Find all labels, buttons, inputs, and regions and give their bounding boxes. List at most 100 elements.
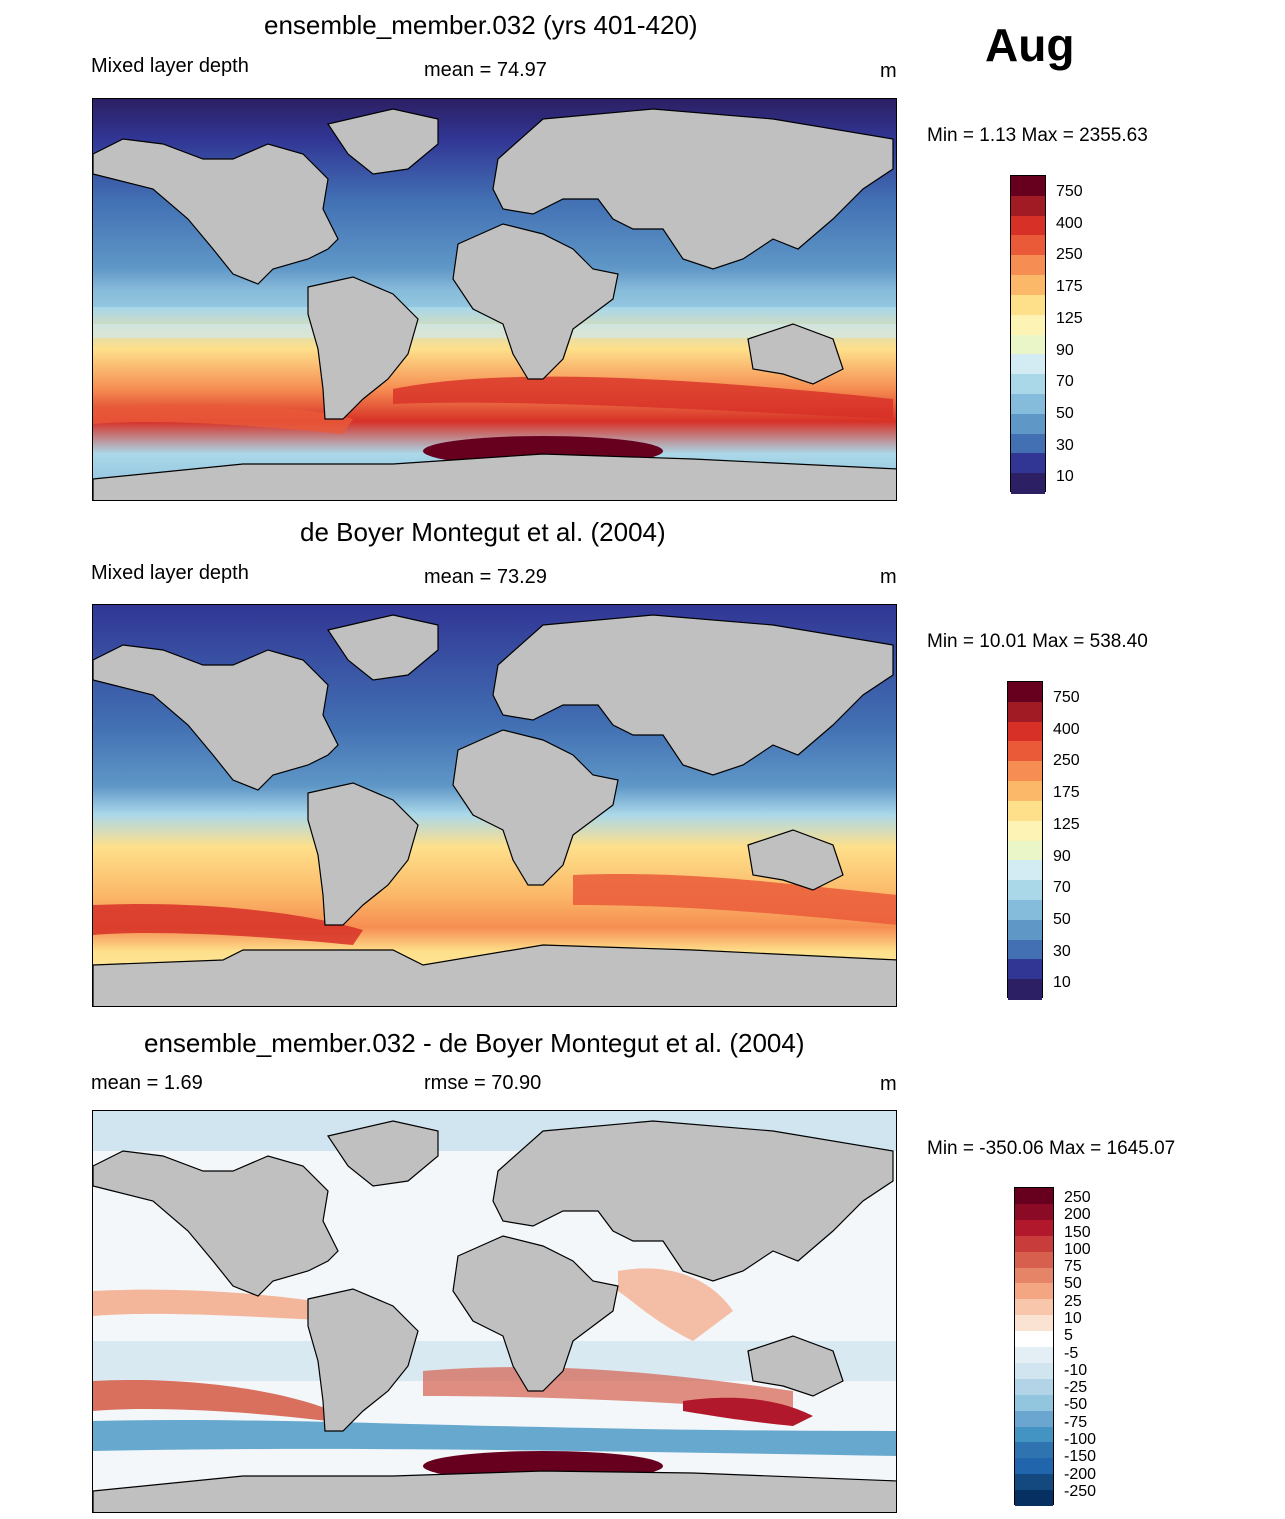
panel-2-colorbar-swatch <box>1008 820 1042 841</box>
panel-2-colorbar: 750 400 250 175 125 90 70 50 30 10 <box>1007 681 1127 1001</box>
panel-3-colorbar-swatch <box>1015 1378 1053 1396</box>
panel-3-colorbar-tick-label: -50 <box>1064 1396 1088 1414</box>
panel-1-colorbar-swatch <box>1011 275 1045 296</box>
panel-2-colorbar-swatch <box>1008 682 1042 703</box>
panel-2-colorbar-swatch <box>1008 860 1042 881</box>
panel-1-colorbar-box <box>1010 175 1046 494</box>
panel-3-colorbar-tick-label: -25 <box>1064 1379 1088 1397</box>
panel-1-colorbar-tick-label: 400 <box>1056 214 1083 232</box>
panel-3-colorbar-tick-label: -150 <box>1064 1448 1097 1466</box>
panel-1-colorbar-swatch <box>1011 334 1045 355</box>
panel-2-units: m <box>880 566 897 588</box>
panel-2-colorbar-swatch <box>1008 761 1042 782</box>
panel-2-colorbar-swatch <box>1008 721 1042 742</box>
panel-2-colorbar-tick-label: 90 <box>1053 847 1071 865</box>
panel-3-colorbar-swatch <box>1015 1426 1053 1443</box>
panel-3-colorbar-swatch <box>1015 1188 1053 1205</box>
panel-3-colorbar-tick-label: -200 <box>1064 1465 1097 1483</box>
panel-2-colorbar-swatch <box>1008 939 1042 960</box>
panel-3-colorbar-swatch <box>1015 1267 1053 1284</box>
panel-2-colorbar-tick-label: 175 <box>1053 784 1080 802</box>
panel-3-colorbar-swatch <box>1015 1299 1053 1316</box>
panel-2-colorbar-swatch <box>1008 840 1042 861</box>
panel-2-minmax: Min = 10.01 Max = 538.40 <box>927 631 1148 652</box>
panel-3-colorbar-swatch <box>1015 1219 1053 1237</box>
panel-3-map <box>92 1110 897 1513</box>
panel-1-colorbar-swatch <box>1011 195 1045 217</box>
panel-1-colorbar-swatch <box>1011 473 1045 494</box>
panel-1-title: ensemble_member.032 (yrs 401-420) <box>264 10 698 40</box>
panel-1-colorbar-swatch <box>1011 314 1045 335</box>
panel-3-colorbar-tick-label: -10 <box>1064 1361 1088 1379</box>
panel-2-mean-label: mean = 73.29 <box>424 566 547 588</box>
panel-3-colorbar-tick-label: -75 <box>1064 1413 1088 1431</box>
panel-2-colorbar-tick-label: 10 <box>1053 974 1071 992</box>
panel-3-colorbar-tick-label: 250 <box>1064 1189 1091 1206</box>
panel-1-colorbar-swatch <box>1011 255 1045 276</box>
panel-1-colorbar-swatch <box>1011 374 1045 395</box>
panel-2-colorbar-swatch <box>1008 701 1042 723</box>
panel-3-colorbar-tick-label: 100 <box>1064 1240 1091 1258</box>
panel-1-minmax: Min = 1.13 Max = 2355.63 <box>927 125 1148 146</box>
panel-2-land <box>93 614 896 1006</box>
panel-3-units: m <box>880 1073 897 1095</box>
panel-3-colorbar-tick-label: 200 <box>1064 1206 1091 1224</box>
panel-3-colorbar-swatch <box>1015 1347 1053 1364</box>
panel-2-colorbar-swatch <box>1008 899 1042 921</box>
panel-1-colorbar-tick-label: 250 <box>1056 246 1083 264</box>
panel-2-colorbar-tick-label: 750 <box>1053 689 1080 706</box>
panel-3-colorbar-tick-label: 50 <box>1064 1275 1082 1293</box>
panel-1-colorbar-swatch <box>1011 453 1045 474</box>
panel-1-colorbar-tick-label: 90 <box>1056 341 1074 359</box>
panel-2-map-canvas <box>93 605 896 1006</box>
panel-1-colorbar-tick-label: 175 <box>1056 278 1083 296</box>
panel-1-colorbar-tick-label: 50 <box>1056 404 1074 422</box>
panel-3-colorbar-tick-label: 75 <box>1064 1258 1082 1276</box>
panel-3-minmax: Min = -350.06 Max = 1645.07 <box>927 1138 1176 1159</box>
panel-1-variable-label: Mixed layer depth <box>91 55 249 77</box>
panel-2-colorbar-swatch <box>1008 880 1042 901</box>
panel-1-colorbar-swatch <box>1011 235 1045 256</box>
panel-2-colorbar-swatch <box>1008 800 1042 822</box>
panel-1-colorbar-swatch <box>1011 433 1045 454</box>
panel-3-colorbar-swatch <box>1015 1442 1053 1459</box>
panel-3-colorbar-box <box>1014 1187 1054 1507</box>
panel-3-colorbar-swatch <box>1015 1474 1053 1491</box>
panel-1-colorbar-tick-label: 125 <box>1056 309 1083 327</box>
panel-1-colorbar-tick-label: 750 <box>1056 183 1083 200</box>
panel-1-colorbar-swatch <box>1011 176 1045 197</box>
panel-3-colorbar: 250 200 150 100 75 50 25 10 5 -5 -10 -25 -50 -75 -100-… <box>1014 1187 1134 1507</box>
panel-3-colorbar-swatch <box>1015 1283 1053 1300</box>
panel-1-colorbar: 750 400 250 175 125 90 70 50 30 10 <box>1010 175 1130 495</box>
panel-3-colorbar-swatch <box>1015 1331 1053 1348</box>
panel-3-colorbar-tick-label: -250 <box>1064 1482 1097 1500</box>
panel-2-variable-label: Mixed layer depth <box>91 562 249 584</box>
panel-2-colorbar-tick-label: 400 <box>1053 720 1080 738</box>
panel-2-colorbar-swatch <box>1008 919 1042 941</box>
panel-2-colorbar-swatch <box>1008 959 1042 980</box>
panel-3-colorbar-swatch <box>1015 1203 1053 1221</box>
panel-3-colorbar-tick-label: 25 <box>1064 1292 1082 1310</box>
panel-1-colorbar-swatch <box>1011 413 1045 435</box>
panel-1-colorbar-swatch <box>1011 393 1045 415</box>
panel-1-land <box>93 108 896 500</box>
panel-2-colorbar-tick-label: 125 <box>1053 815 1080 833</box>
panel-2-title: de Boyer Montegut et al. (2004) <box>300 517 666 547</box>
panel-2-colorbar-tick-label: 30 <box>1053 942 1071 960</box>
panel-1-units: m <box>880 60 897 82</box>
panel-1-colorbar-tick-label: 70 <box>1056 373 1074 391</box>
panel-1-colorbar-swatch <box>1011 294 1045 316</box>
panel-3-colorbar-swatch <box>1015 1410 1053 1427</box>
panel-2-colorbar-box <box>1007 681 1043 1000</box>
panel-1-colorbar-tick-label: 10 <box>1056 468 1074 486</box>
panel-3-colorbar-swatch <box>1015 1315 1053 1332</box>
panel-1-colorbar-swatch <box>1011 354 1045 375</box>
panel-2-colorbar-tick-label: 250 <box>1053 752 1080 770</box>
panel-2-colorbar-swatch <box>1008 979 1042 1000</box>
panel-1-colorbar-swatch <box>1011 215 1045 236</box>
panel-1-mean-label: mean = 74.97 <box>424 59 547 81</box>
panel-3-rmse-label: rmse = 70.90 <box>424 1072 542 1094</box>
panel-3-colorbar-tick-label: -5 <box>1064 1344 1079 1362</box>
panel-2-colorbar-swatch <box>1008 741 1042 762</box>
month-label: Aug <box>985 19 1075 71</box>
